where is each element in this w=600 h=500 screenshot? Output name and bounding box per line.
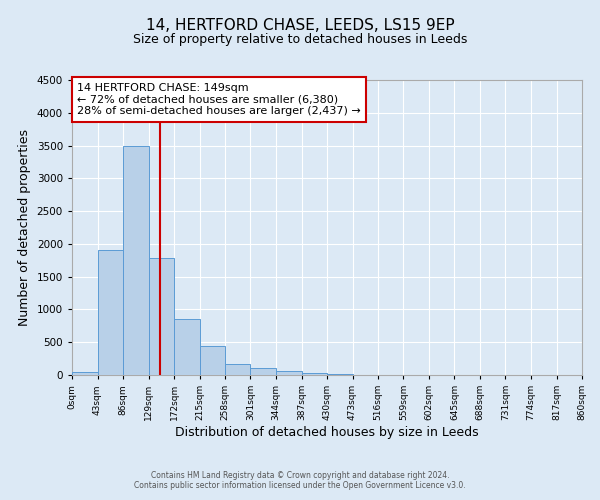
- Bar: [97, 250, 123, 375]
- Bar: [225, 364, 251, 375]
- Bar: [149, 258, 174, 375]
- Text: 14 HERTFORD CHASE: 149sqm
← 72% of detached houses are smaller (6,380)
28% of se: 14 HERTFORD CHASE: 149sqm ← 72% of detac…: [77, 83, 361, 116]
- Bar: [251, 368, 276, 375]
- Text: Size of property relative to detached houses in Leeds: Size of property relative to detached ho…: [133, 32, 467, 46]
- Text: Contains HM Land Registry data © Crown copyright and database right 2024.: Contains HM Land Registry data © Crown c…: [151, 471, 449, 480]
- X-axis label: Distribution of detached houses by size in Leeds: Distribution of detached houses by size …: [175, 426, 479, 439]
- Bar: [174, 320, 199, 375]
- Bar: [199, 346, 225, 375]
- Bar: [327, 374, 353, 375]
- Bar: [276, 372, 302, 375]
- Bar: [123, 146, 149, 375]
- Bar: [302, 373, 327, 375]
- Text: 14, HERTFORD CHASE, LEEDS, LS15 9EP: 14, HERTFORD CHASE, LEEDS, LS15 9EP: [146, 18, 454, 32]
- Y-axis label: Number of detached properties: Number of detached properties: [18, 129, 31, 326]
- Bar: [72, 372, 97, 375]
- Text: Contains public sector information licensed under the Open Government Licence v3: Contains public sector information licen…: [134, 481, 466, 490]
